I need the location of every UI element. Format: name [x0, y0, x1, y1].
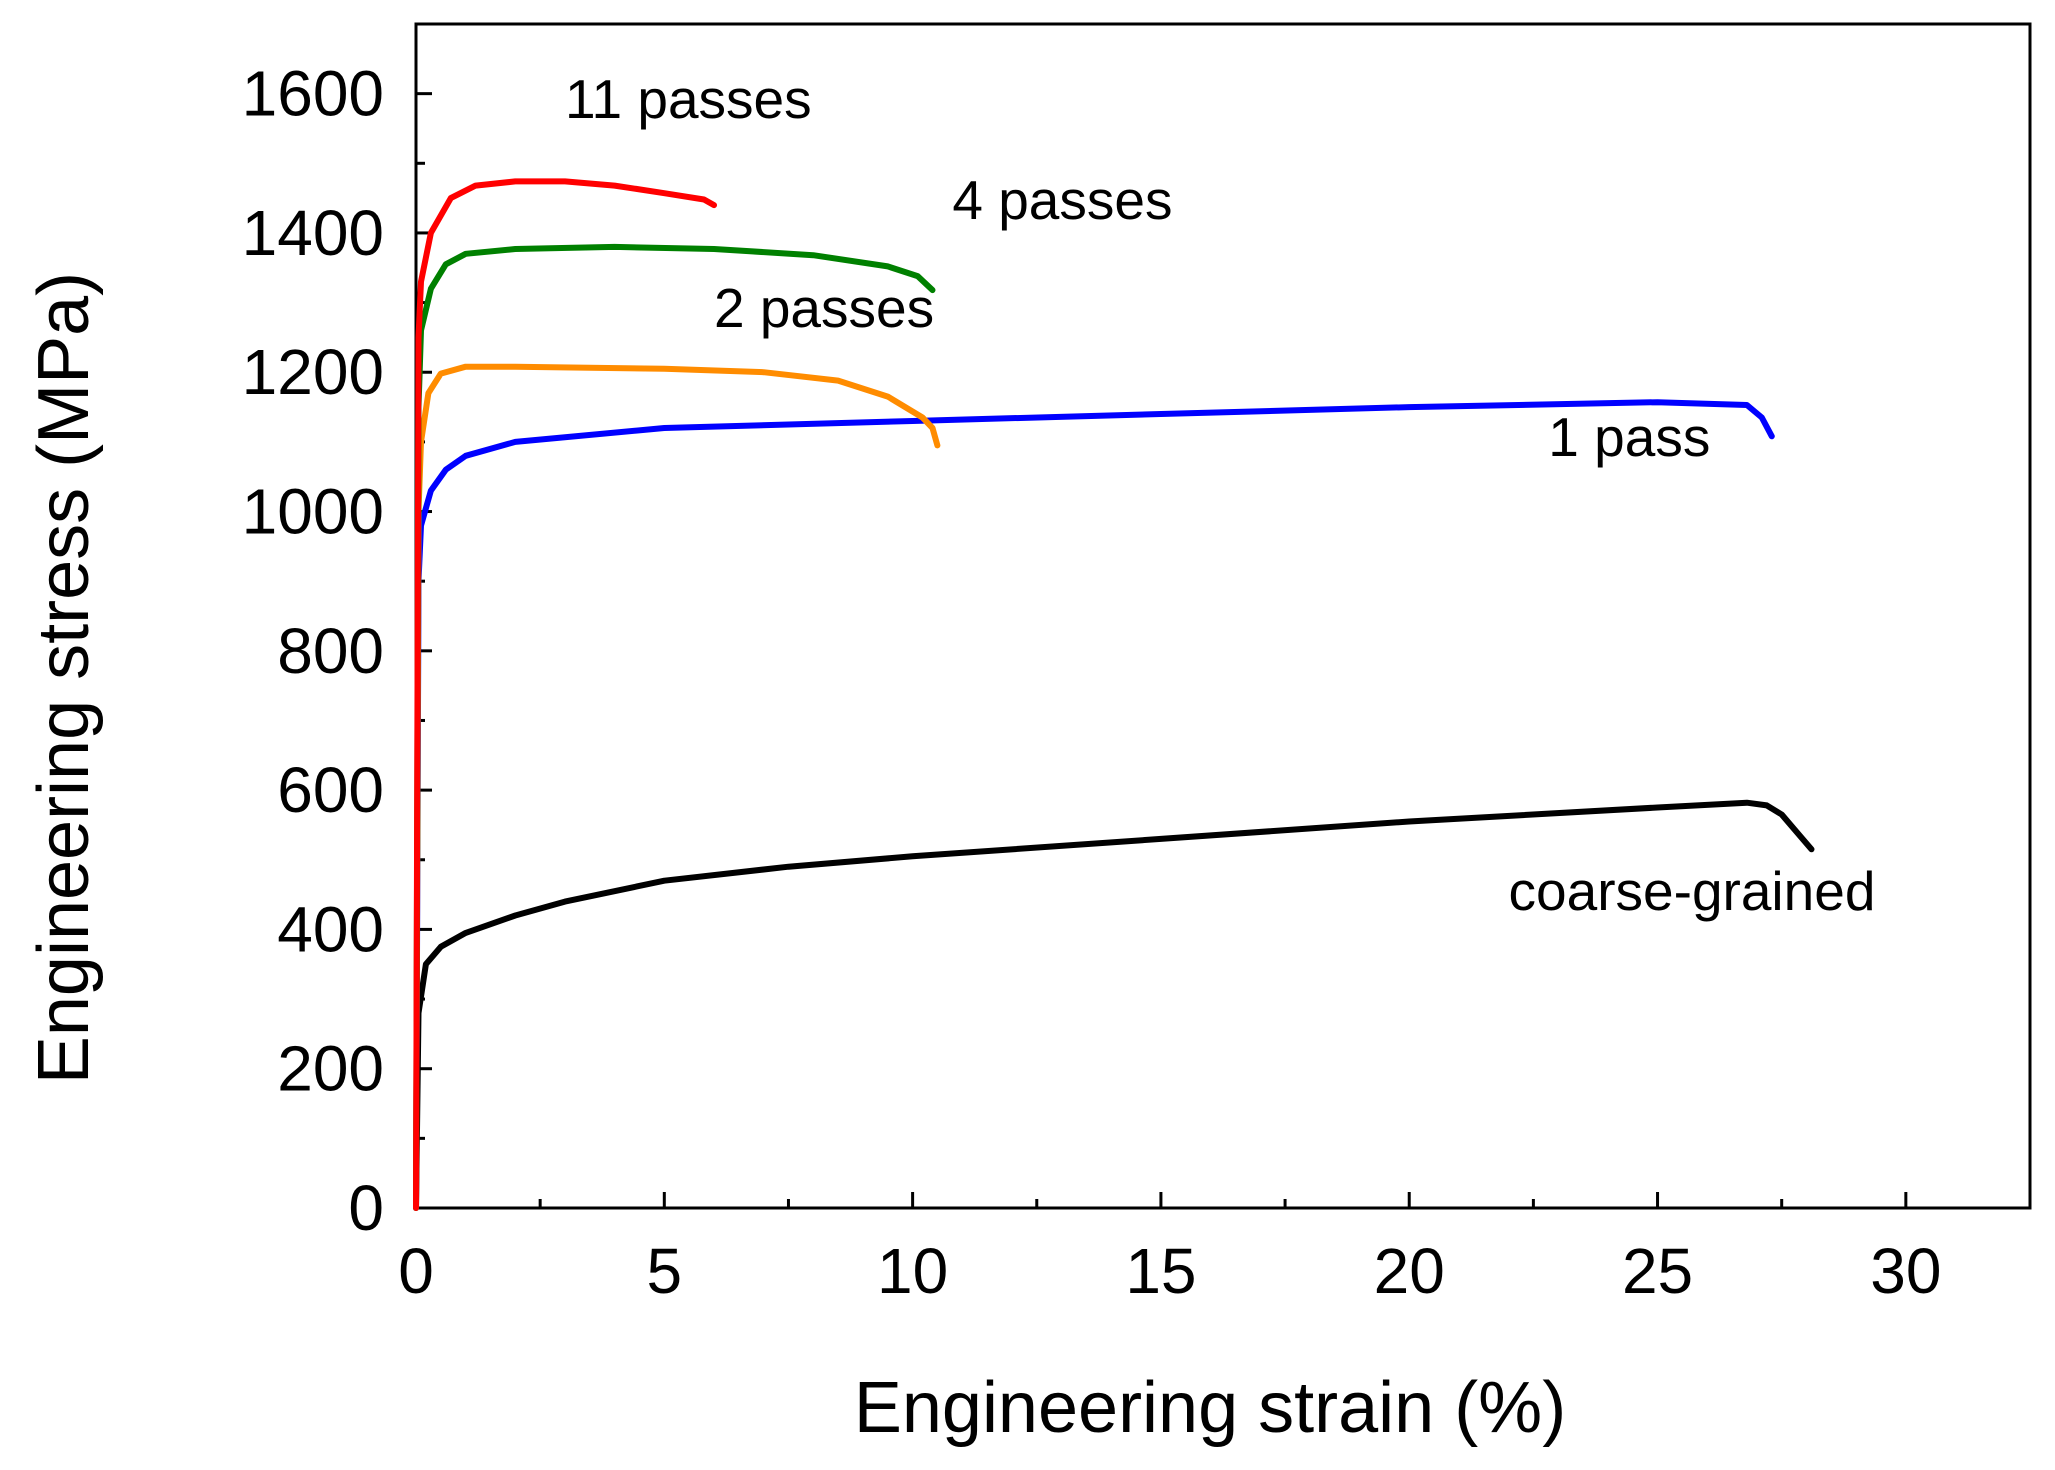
series-group	[413, 178, 1815, 1211]
plot-frame	[414, 22, 2032, 1210]
y-tick-label: 800	[277, 615, 384, 687]
x-tick-label: 10	[877, 1235, 948, 1307]
x-tick-label: 20	[1374, 1235, 1445, 1307]
series-line-1-pass	[413, 399, 1775, 1211]
x-tick-label: 5	[647, 1235, 683, 1307]
ticks: 0 5 10 15 20 25 30 0 200 400 600 800 1000 1200 1400 160…	[242, 58, 1942, 1307]
x-tick-label: 0	[398, 1235, 434, 1307]
annotations: 11 passes 4 passes 2 passes 1 pass coarse-gr…	[565, 68, 1875, 922]
x-tick-label: 30	[1870, 1235, 1941, 1307]
y-tick-label: 200	[277, 1033, 384, 1105]
y-axis-title: Engineering stress (MPa)	[24, 272, 104, 1084]
annotation-label: 1 pass	[1548, 406, 1710, 468]
x-tick-label: 25	[1622, 1235, 1693, 1307]
series-line-coarse-grained	[413, 799, 1815, 1211]
x-tick-label: 15	[1125, 1235, 1196, 1307]
series-line-4-passes	[413, 243, 936, 1211]
annotation-label: 11 passes	[565, 68, 812, 130]
y-tick-label: 600	[277, 754, 384, 826]
y-tick-label: 1400	[242, 197, 384, 269]
y-tick-label: 1200	[242, 336, 384, 408]
annotation-label: 4 passes	[952, 169, 1172, 231]
axes	[414, 22, 2032, 1210]
annotation-label: coarse-grained	[1509, 860, 1876, 922]
y-tick-label: 1000	[242, 476, 384, 548]
series-line-11-passes	[413, 178, 717, 1211]
y-tick-label: 0	[348, 1172, 384, 1244]
series-line-2-passes	[413, 363, 941, 1211]
x-axis-title: Engineering strain (%)	[854, 1368, 1566, 1448]
y-tick-label: 1600	[242, 58, 384, 130]
y-tick-label: 400	[277, 893, 384, 965]
annotation-label: 2 passes	[714, 277, 934, 339]
